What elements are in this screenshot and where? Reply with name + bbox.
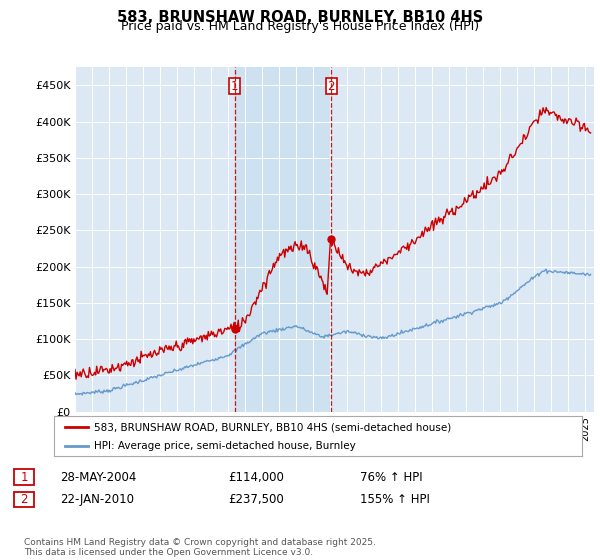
Text: 583, BRUNSHAW ROAD, BURNLEY, BB10 4HS: 583, BRUNSHAW ROAD, BURNLEY, BB10 4HS [117,10,483,25]
Text: 1: 1 [231,80,238,92]
Text: 28-MAY-2004: 28-MAY-2004 [60,470,136,484]
Text: HPI: Average price, semi-detached house, Burnley: HPI: Average price, semi-detached house,… [94,441,355,451]
Text: 1: 1 [20,470,28,484]
Text: Price paid vs. HM Land Registry's House Price Index (HPI): Price paid vs. HM Land Registry's House … [121,20,479,33]
Text: 2: 2 [20,493,28,506]
Text: £114,000: £114,000 [228,470,284,484]
Bar [235,67,331,412]
Text: 155% ↑ HPI: 155% ↑ HPI [360,493,430,506]
Text: 583, BRUNSHAW ROAD, BURNLEY, BB10 4HS (semi-detached house): 583, BRUNSHAW ROAD, BURNLEY, BB10 4HS (s… [94,422,451,432]
Text: £237,500: £237,500 [228,493,284,506]
Text: 76% ↑ HPI: 76% ↑ HPI [360,470,422,484]
Text: Contains HM Land Registry data © Crown copyright and database right 2025.
This d: Contains HM Land Registry data © Crown c… [24,538,376,557]
Text: 2: 2 [328,80,335,92]
Text: 22-JAN-2010: 22-JAN-2010 [60,493,134,506]
